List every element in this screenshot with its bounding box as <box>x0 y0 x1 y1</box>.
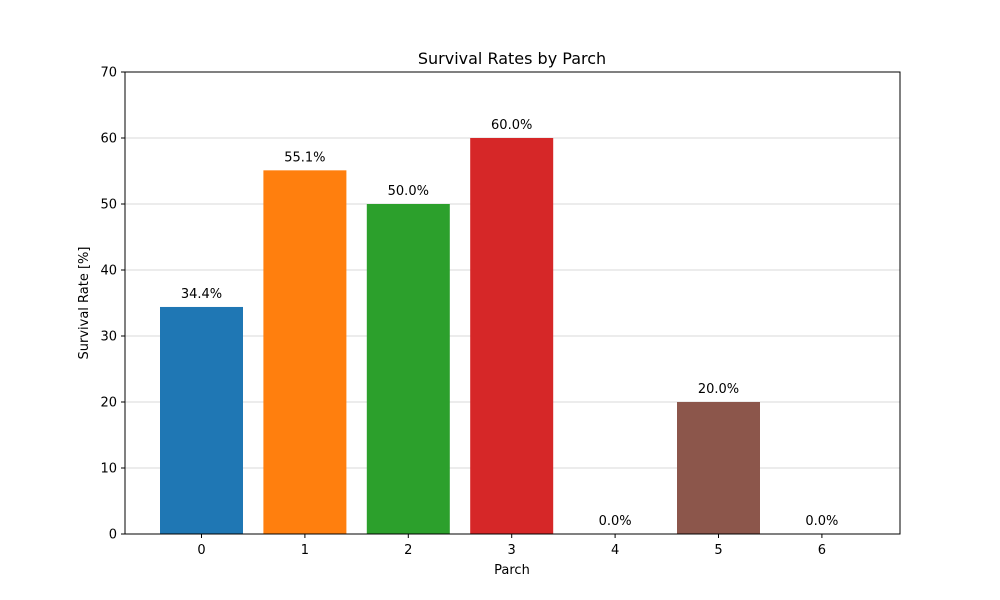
data-label: 34.4% <box>181 287 222 302</box>
y-tick-label: 50 <box>100 198 117 213</box>
y-tick-label: 60 <box>100 132 117 147</box>
y-tick-label: 40 <box>100 264 117 279</box>
y-axis: 0 10 20 30 40 50 60 70 <box>100 66 125 543</box>
bar-1 <box>263 170 347 534</box>
bar-2 <box>366 204 450 534</box>
data-label: 55.1% <box>284 150 325 165</box>
x-axis-label: Parch <box>494 563 530 578</box>
x-tick-label: 5 <box>714 543 722 558</box>
plot-frame <box>124 71 901 535</box>
y-axis-label: Survival Rate [%] <box>77 247 92 360</box>
x-tick-label: 1 <box>301 543 309 558</box>
x-tick-label: 4 <box>611 543 619 558</box>
x-tick-label: 3 <box>508 543 516 558</box>
bars <box>160 138 760 534</box>
y-tick-label: 20 <box>100 396 117 411</box>
x-axis: 0 1 2 3 4 5 6 <box>197 534 826 558</box>
y-tick-label: 70 <box>100 66 117 81</box>
x-tick-label: 0 <box>197 543 205 558</box>
data-label: 0.0% <box>599 514 632 529</box>
data-label: 20.0% <box>698 382 739 397</box>
bar-3 <box>470 138 554 534</box>
data-labels: 34.4% 55.1% 50.0% 60.0% 0.0% 20.0% 0.0% <box>181 118 839 529</box>
bar-0 <box>160 306 243 534</box>
x-tick-label: 6 <box>818 543 826 558</box>
x-tick-label: 2 <box>404 543 412 558</box>
y-tick-label: 0 <box>109 528 117 543</box>
chart-title: Survival Rates by Parch <box>418 49 606 68</box>
data-label: 0.0% <box>805 514 838 529</box>
data-label: 50.0% <box>388 184 429 199</box>
y-tick-label: 10 <box>100 462 117 477</box>
bar-5 <box>677 402 760 534</box>
data-label: 60.0% <box>491 118 532 133</box>
y-tick-label: 30 <box>100 330 117 345</box>
